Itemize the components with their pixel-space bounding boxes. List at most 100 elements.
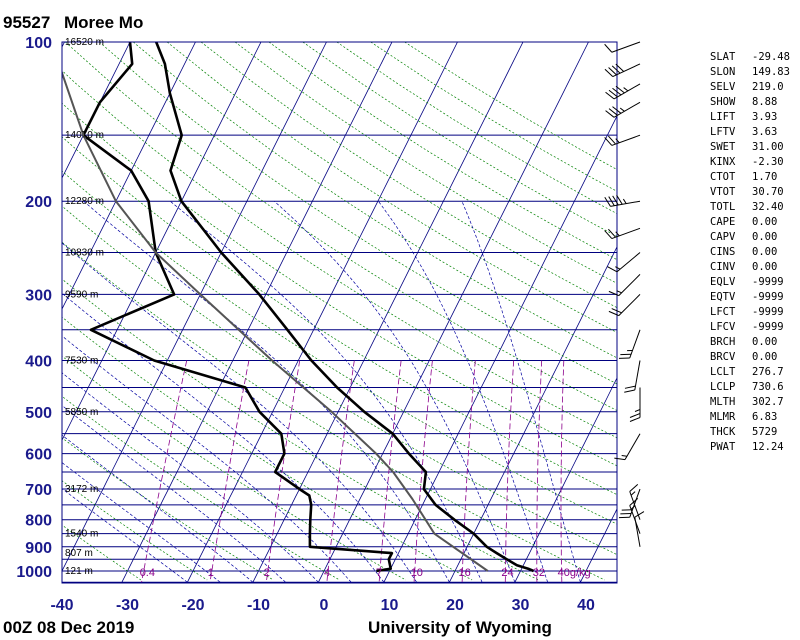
index-value: -29.48 <box>752 51 790 63</box>
index-value: -9999 <box>752 291 784 303</box>
index-row: SELV 219.0 <box>710 80 798 95</box>
index-row: EQTV -9999 <box>710 290 798 305</box>
index-row: SHOW 8.88 <box>710 95 798 110</box>
index-row: LIFT 3.93 <box>710 110 798 125</box>
wind-barb-half <box>615 231 620 237</box>
index-value: 149.83 <box>752 66 790 78</box>
index-name: LCLP <box>710 381 736 393</box>
index-row: KINX -2.30 <box>710 155 798 170</box>
index-row: CAPE 0.00 <box>710 215 798 230</box>
wind-barb-full <box>629 413 641 418</box>
index-value: 276.7 <box>752 366 784 378</box>
dry-adiabat-line <box>62 102 617 467</box>
wind-barb-half <box>630 505 636 510</box>
wind-barb <box>624 360 641 393</box>
index-name: CAPV <box>710 231 736 243</box>
wind-barb-full <box>604 137 613 146</box>
index-value: -9999 <box>752 276 784 288</box>
moist-adiabat-line <box>378 200 548 583</box>
index-name: SWET <box>710 141 736 153</box>
isotherm-line <box>187 42 458 583</box>
index-value: -9999 <box>752 321 784 333</box>
index-value: 3.93 <box>752 111 778 123</box>
isotherm-line <box>449 246 617 583</box>
index-value: 6.83 <box>752 411 778 423</box>
wind-barb-full <box>608 228 616 238</box>
wind-barb-full <box>612 106 622 114</box>
index-row: SLON 149.83 <box>710 65 798 80</box>
index-row: CTOT 1.70 <box>710 170 798 185</box>
index-name: SLAT <box>710 51 736 63</box>
temperature-line <box>154 42 535 573</box>
wind-barb-staff <box>634 517 641 547</box>
mixing-ratio-line <box>265 360 301 583</box>
temperature-tick-label: 0 <box>320 597 329 614</box>
wind-barb-full <box>604 43 613 53</box>
wind-barb <box>618 488 641 519</box>
index-name: TOTL <box>710 201 736 213</box>
index-value: 1.70 <box>752 171 778 183</box>
wind-barb-full <box>608 196 615 206</box>
mixing-ratio-label: 4 <box>324 567 330 579</box>
dry-adiabat-line <box>62 278 539 581</box>
mixing-ratio-label: 10 <box>411 567 423 579</box>
mixing-ratio-label: 1 <box>208 567 214 579</box>
isotherm-line <box>62 42 65 48</box>
dry-adiabat-line <box>62 524 142 581</box>
pressure-tick-label: 600 <box>25 447 52 464</box>
pressure-tick-label: 500 <box>25 405 52 422</box>
height-label: 14070 m <box>65 130 104 141</box>
isotherm-line <box>62 42 327 572</box>
dewpoint-line <box>82 42 394 573</box>
mixing-ratio-label: 0.4 <box>140 567 155 579</box>
wind-barb-full <box>616 194 623 205</box>
height-label: 807 m <box>65 548 93 559</box>
wind-barb <box>604 227 641 240</box>
wind-barb-full <box>621 509 633 511</box>
index-row: SWET 31.00 <box>710 140 798 155</box>
wind-barb <box>634 511 645 547</box>
wind-barb <box>618 329 641 359</box>
isotherm-line <box>580 508 617 583</box>
index-row: LFCV -9999 <box>710 320 798 335</box>
mixing-ratio-line <box>504 360 515 583</box>
wind-barb-full <box>629 483 639 492</box>
sounding-profiles <box>62 42 535 573</box>
wind-barb-full <box>615 85 625 94</box>
wind-barb-full <box>604 196 611 207</box>
wind-barb-staff <box>618 294 641 316</box>
wind-barb-full <box>604 68 614 77</box>
index-name: BRCH <box>710 336 736 348</box>
moist-adiabat-line <box>62 242 417 583</box>
wind-barb-full <box>612 195 619 206</box>
mixing-ratio-line <box>560 360 565 583</box>
index-row: LCLT 276.7 <box>710 365 798 380</box>
index-row: CINS 0.00 <box>710 245 798 260</box>
index-value: 0.00 <box>752 336 778 348</box>
index-name: THCK <box>710 426 736 438</box>
temperature-tick-label: -40 <box>50 597 73 614</box>
wind-barb-staff <box>612 63 641 78</box>
wind-barb-full <box>620 513 632 515</box>
moist-adiabat-line <box>62 488 188 583</box>
dry-adiabat-line <box>62 355 407 581</box>
dry-adiabat-line <box>62 70 617 439</box>
wind-barb-half <box>623 87 629 92</box>
index-name: CINV <box>710 261 736 273</box>
height-label: 10830 m <box>65 248 104 259</box>
index-row: MLMR 6.83 <box>710 410 798 425</box>
wind-barbs <box>604 41 645 547</box>
wind-barb <box>629 387 641 422</box>
pressure-tick-label: 200 <box>25 194 52 211</box>
wind-barb-half <box>621 454 628 457</box>
plot-frame <box>61 41 618 584</box>
wind-barb-staff <box>629 488 641 518</box>
pressure-tick-label: 300 <box>25 287 52 304</box>
wind-barb-full <box>615 63 625 72</box>
mixing-ratio-line <box>326 360 355 583</box>
pressure-tick-label: 100 <box>25 35 52 52</box>
wind-barb-full <box>624 385 636 389</box>
index-name: MLMR <box>710 411 736 423</box>
index-value: 219.0 <box>752 81 784 93</box>
index-row: LFTV 3.63 <box>710 125 798 140</box>
